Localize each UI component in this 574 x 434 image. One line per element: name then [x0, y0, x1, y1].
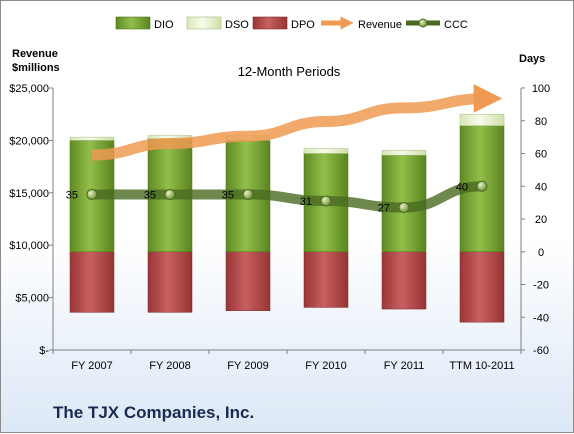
ccc-point: [476, 180, 488, 192]
right-tick-label: 20: [535, 214, 547, 226]
legend-label-dpo: DPO: [291, 19, 315, 31]
legend-label-dso: DSO: [225, 19, 249, 31]
legend-item-ccc: CCC: [406, 18, 468, 31]
x-axis-ticks: FY 2007 FY 2008 FY 2009 FY 2010 FY 2011 TTM 1…: [52, 350, 522, 372]
ccc-data-label: 35: [66, 189, 78, 201]
ccc-point: [242, 188, 254, 200]
left-tick-label: $-: [39, 345, 49, 357]
bar-dso: [69, 136, 115, 141]
bar-dpo: [69, 251, 115, 313]
legend-item-dio: DIO: [115, 16, 174, 31]
left-axis-ticks: $- $5,000 $10,000 $15,000 $20,000 $25,000: [9, 83, 53, 357]
ccc-series: 35 35 35 31 27 40: [66, 180, 488, 215]
bar-dso: [459, 113, 505, 126]
right-tick-label: -40: [533, 312, 549, 324]
legend-item-revenue: Revenue: [321, 16, 402, 31]
right-axis-ticks: -60 -40 -20 0 20 40 60 80 100: [521, 83, 550, 357]
revenue-series: [91, 84, 503, 161]
ccc-point: [320, 195, 332, 207]
chart-title: 12-Month Periods: [238, 64, 341, 79]
right-axis-title: Days: [519, 53, 545, 65]
right-tick-label: 100: [532, 83, 550, 95]
ccc-data-label: 35: [222, 189, 234, 201]
ccc-data-label: 27: [378, 203, 390, 215]
left-tick-label: $10,000: [9, 240, 49, 252]
legend-item-dpo: DPO: [252, 16, 315, 31]
ccc-data-label: 31: [300, 196, 312, 208]
ccc-point: [164, 188, 176, 200]
left-tick-label: $15,000: [9, 188, 49, 200]
bar-dpo: [225, 251, 271, 311]
company-name: The TJX Companies, Inc.: [53, 403, 255, 422]
x-tick-label: FY 2009: [227, 360, 268, 372]
ccc-point: [86, 188, 98, 200]
ccc-data-label: 35: [144, 189, 156, 201]
legend-label-revenue: Revenue: [358, 19, 402, 31]
x-tick-label: TTM 10-2011: [449, 360, 514, 372]
x-tick-label: FY 2008: [149, 360, 190, 372]
right-tick-label: -20: [533, 280, 549, 292]
bar-dpo: [147, 251, 193, 313]
legend-swatch-dpo: [252, 16, 288, 30]
ccc-point: [398, 202, 410, 214]
left-tick-label: $20,000: [9, 135, 49, 147]
legend-swatch-dio: [115, 16, 151, 30]
left-axis-title-line2: $millions: [12, 62, 60, 74]
legend-swatch-ccc-marker: [418, 18, 428, 28]
right-tick-label: -60: [533, 345, 549, 357]
left-tick-label: $25,000: [9, 83, 49, 95]
legend-item-dso: DSO: [186, 16, 249, 31]
bar-dso: [381, 149, 427, 156]
legend-label-ccc: CCC: [444, 19, 468, 31]
legend-label-dio: DIO: [154, 19, 174, 31]
legend: DIO DSO DPO Revenue CCC: [115, 16, 468, 31]
bar-dpo: [381, 251, 427, 310]
right-tick-label: 0: [538, 247, 544, 259]
bar-dpo: [303, 251, 349, 308]
bar-dso: [303, 148, 349, 154]
bar-dpo: [459, 251, 505, 323]
right-tick-label: 80: [535, 116, 547, 128]
x-tick-label: FY 2010: [305, 360, 346, 372]
left-axis-title-line1: Revenue: [12, 48, 58, 60]
right-tick-label: 60: [535, 149, 547, 161]
legend-swatch-dso: [186, 16, 222, 30]
left-tick-label: $5,000: [15, 293, 49, 305]
right-tick-label: 40: [535, 181, 547, 193]
ccc-data-label: 40: [456, 181, 468, 193]
x-tick-label: FY 2011: [384, 360, 425, 372]
x-tick-label: FY 2007: [71, 360, 112, 372]
revenue-line: [91, 84, 503, 161]
